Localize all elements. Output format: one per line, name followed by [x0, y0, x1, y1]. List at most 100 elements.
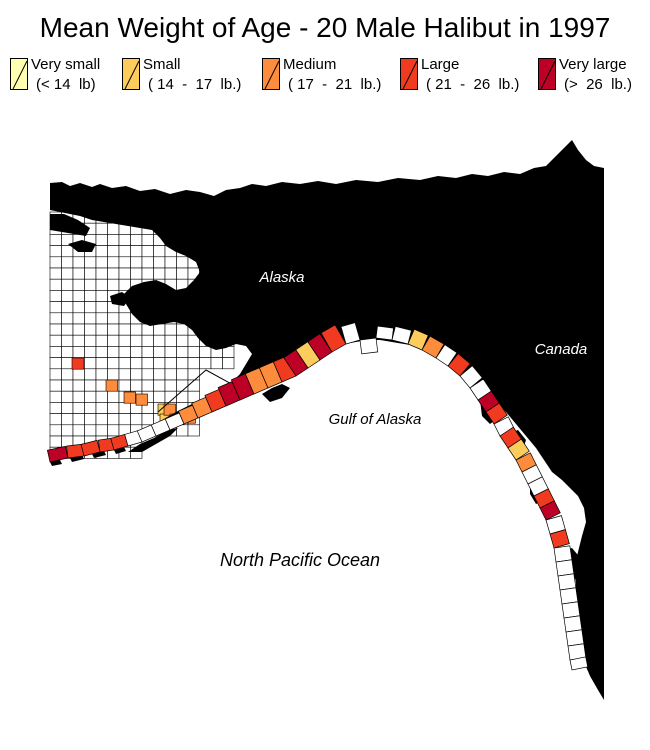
- grid-cell: [118, 234, 131, 246]
- grid-cell: [72, 368, 85, 381]
- grid-cell: [130, 346, 143, 358]
- grid-cell: [141, 267, 154, 280]
- legend-range-large: ( 21 - 26 lb.): [426, 76, 520, 93]
- grid-cell: [199, 346, 212, 358]
- grid-cell: [72, 323, 85, 336]
- grid-cell: [61, 245, 74, 258]
- grid-cell: [153, 357, 166, 370]
- survey-cell: [340, 322, 361, 345]
- grid-cell: [141, 357, 154, 370]
- survey-cell: [421, 335, 445, 359]
- grid-cell: [72, 424, 85, 437]
- grid-cell: [95, 424, 108, 437]
- grid-cell: [118, 379, 131, 392]
- grid-cell: [141, 379, 154, 392]
- grid-cell: [164, 368, 177, 381]
- grid-cell: [141, 256, 154, 269]
- grid-cell: [95, 278, 108, 291]
- grid-cell: [187, 346, 200, 358]
- grid-cell: [107, 312, 120, 325]
- grid-cell: [95, 234, 108, 246]
- grid-cell: [84, 424, 97, 437]
- grid-cell: [84, 323, 97, 336]
- grid-cell: [95, 368, 108, 381]
- grid-cell: [49, 323, 62, 336]
- survey-cell: [307, 333, 333, 361]
- grid-cell: [95, 402, 108, 414]
- grid-cell: [72, 379, 85, 392]
- label-north-pacific-ocean: North Pacific Ocean: [220, 550, 380, 570]
- grid-cell: [72, 390, 85, 403]
- label-alaska: Alaska: [258, 269, 304, 286]
- legend-label-small: Small: [143, 56, 181, 73]
- survey-cell: [559, 587, 579, 605]
- grid-cell: [84, 379, 97, 392]
- survey-cell: [80, 439, 101, 457]
- survey-cell: [555, 559, 575, 577]
- grid-cell: [95, 290, 108, 302]
- grid-cell: [95, 334, 108, 347]
- grid-cell: [49, 256, 62, 269]
- grid-cell: [118, 312, 131, 325]
- grid-cell: [187, 357, 200, 370]
- grid-cell: [61, 334, 74, 347]
- grid-cell: [176, 346, 189, 358]
- legend-swatch-small: [122, 58, 140, 90]
- grid-cell: [61, 368, 74, 381]
- survey-cell: [391, 325, 412, 345]
- alaska-canada-landmass: [50, 140, 604, 700]
- survey-cell: [359, 337, 379, 355]
- grid-cell: [107, 256, 120, 269]
- label-gulf-of-alaska: Gulf of Alaska: [329, 411, 422, 428]
- grid-cell: [95, 357, 108, 370]
- grid-cell: [49, 368, 62, 381]
- grid-cell: [84, 267, 97, 280]
- grid-cell: [153, 245, 166, 258]
- grid-cell: [49, 402, 62, 414]
- grid-cell: [95, 267, 108, 280]
- survey-cell: [561, 601, 581, 619]
- grid-cell: [49, 334, 62, 347]
- legend-range-medium: ( 17 - 21 lb.): [288, 76, 382, 93]
- grid-cell: [187, 379, 200, 392]
- grid-cell: [176, 334, 189, 347]
- grid-cell: [61, 379, 74, 392]
- grid-cell: [164, 346, 177, 358]
- grid-cell: [176, 390, 189, 403]
- survey-cell: [46, 445, 69, 463]
- grid-cell: [95, 301, 108, 314]
- grid-cell: [72, 256, 85, 269]
- grid-cell: [49, 234, 62, 246]
- grid-cell: [118, 323, 131, 336]
- grid-cell: [118, 413, 131, 426]
- survey-cell: [459, 365, 483, 389]
- grid-cell: [49, 245, 62, 258]
- grid-cell: [222, 357, 235, 370]
- grid-cell: [95, 222, 108, 235]
- grid-cell: [130, 245, 143, 258]
- grid-cell: [49, 301, 62, 314]
- grid-cell: [130, 368, 143, 381]
- grid-cell: [141, 334, 154, 347]
- colored-grid-cell: [105, 379, 118, 392]
- survey-cell: [539, 500, 561, 521]
- grid-cell: [141, 245, 154, 258]
- survey-cell: [569, 656, 589, 671]
- grid-cell: [153, 256, 166, 269]
- grid-cell: [49, 346, 62, 358]
- alaska-peninsula-tip: [128, 428, 178, 452]
- grid-cell: [153, 323, 166, 336]
- grid-cell: [49, 267, 62, 280]
- grid-cell: [187, 368, 200, 381]
- grid-cell: [95, 323, 108, 336]
- grid-cell: [61, 301, 74, 314]
- grid-cell: [61, 346, 74, 358]
- grid-cell: [164, 267, 177, 280]
- grid-cell: [107, 413, 120, 426]
- grid-cell: [95, 256, 108, 269]
- grid-cell: [164, 357, 177, 370]
- grid-cell: [176, 256, 189, 269]
- grid-cell: [153, 379, 166, 392]
- grid-cell: [72, 334, 85, 347]
